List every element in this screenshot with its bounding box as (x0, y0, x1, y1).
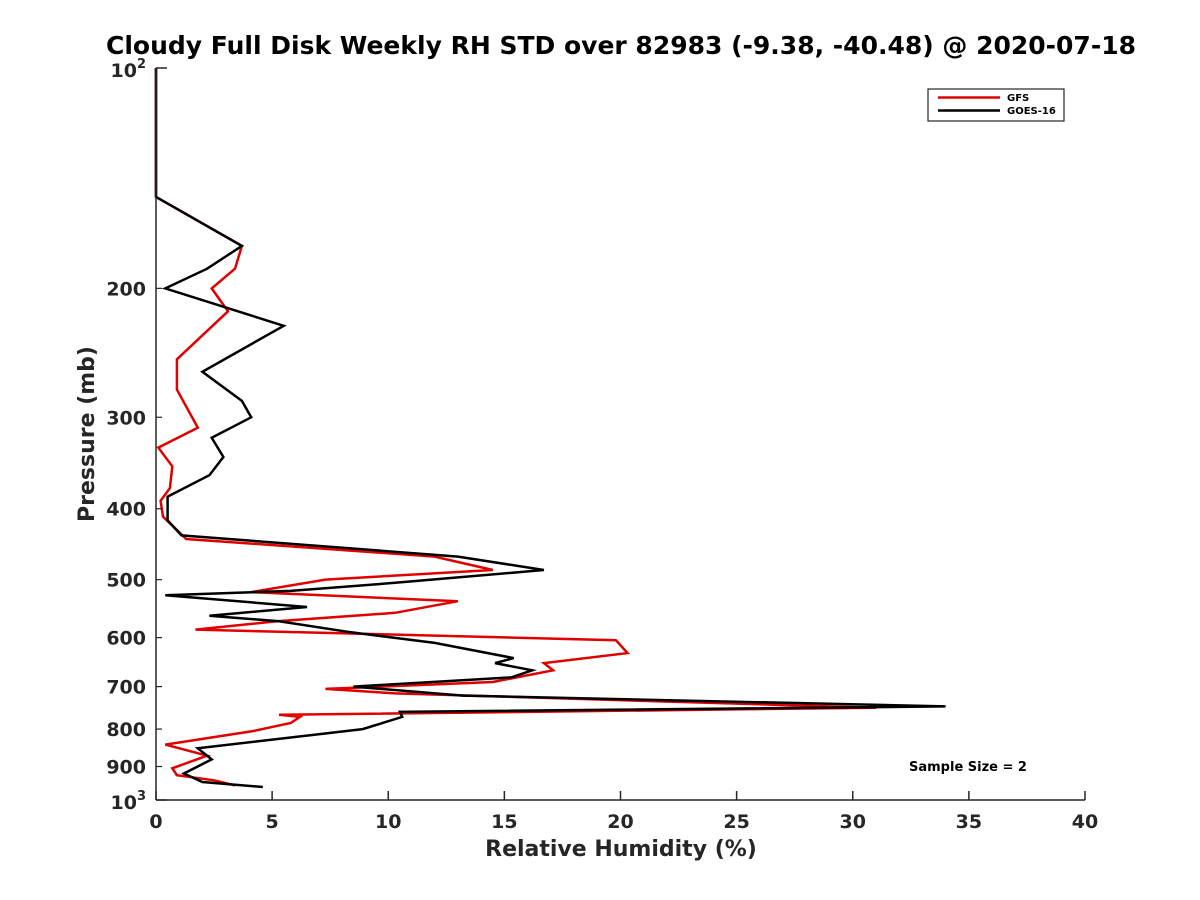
y-tick-label: 200 (106, 278, 146, 300)
x-tick-label: 0 (149, 811, 162, 833)
x-axis-label: Relative Humidity (%) (485, 837, 757, 862)
y-tick-label: 300 (106, 407, 146, 429)
axes-frame (156, 68, 1085, 800)
y-tick-label: 700 (106, 677, 146, 699)
x-ticks: 0 5 10 15 20 25 30 35 40 (149, 791, 1098, 833)
legend-label-goes-16: GOES-16 (1007, 106, 1056, 117)
y-ticks: 200 300 400 500 600 700 800 900 102 103 (106, 57, 167, 814)
legend[interactable]: GFS GOES-16 (927, 88, 1065, 122)
y-tick-label: 800 (106, 719, 146, 741)
series-line-gfs (154, 68, 877, 787)
y-tick-label: 500 (106, 570, 146, 592)
y-tick-label: 600 (106, 628, 146, 650)
x-tick-label: 20 (607, 811, 633, 833)
y-tick-label-power: 102 (111, 57, 147, 82)
plot-area: 0 5 10 15 20 25 30 35 40 200 300 400 500 600 700 800 90… (106, 57, 1098, 833)
y-tick-label-power: 103 (111, 789, 147, 814)
y-tick-label: 900 (106, 757, 146, 779)
y-tick-label: 400 (106, 499, 146, 521)
x-tick-label: 5 (266, 811, 279, 833)
legend-label-gfs: GFS (1007, 93, 1029, 104)
x-tick-label: 30 (840, 811, 866, 833)
chart-title: Cloudy Full Disk Weekly RH STD over 8298… (106, 31, 1136, 60)
series-layer (154, 68, 946, 789)
x-tick-label: 15 (491, 811, 517, 833)
x-tick-label: 40 (1072, 811, 1098, 833)
y-axis-label: Pressure (mb) (75, 346, 100, 522)
sample-size-annotation: Sample Size = 2 (909, 760, 1027, 775)
x-tick-label: 35 (956, 811, 982, 833)
x-tick-label: 10 (375, 811, 401, 833)
series-line-goes-16 (154, 68, 946, 789)
x-tick-label: 25 (723, 811, 749, 833)
legend-box (927, 88, 1065, 122)
